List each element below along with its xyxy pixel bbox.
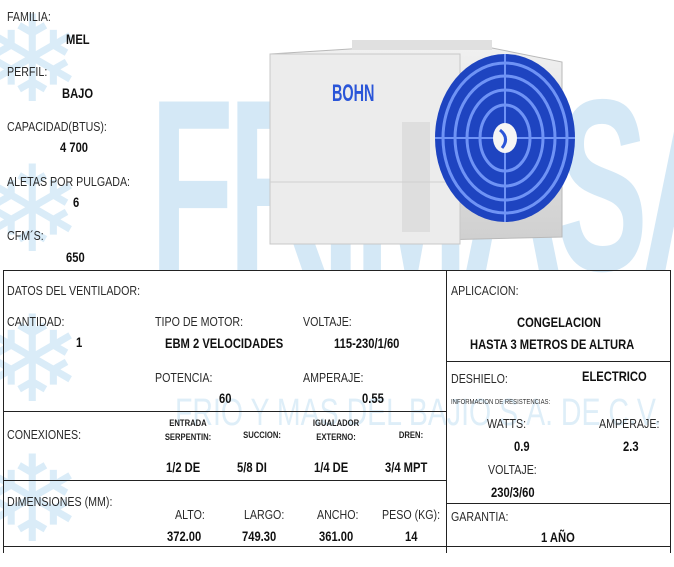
bohn-logo: BOHN [332, 80, 375, 107]
dimensiones-label: DIMENSIONES (MM): [7, 494, 113, 509]
fan-icon [435, 54, 575, 222]
motor-label: TIPO DE MOTOR: [155, 314, 244, 329]
row-divider [3, 546, 671, 547]
ventilador-amperaje-value: 0.55 [362, 390, 384, 406]
ventilador-voltaje-label: VOLTAJE: [303, 314, 352, 329]
alto-value: 372.00 [167, 528, 202, 544]
snowflake-watermark-icon: ❄ [0, 143, 83, 277]
largo-value: 749.30 [242, 528, 277, 544]
largo-label: LARGO: [244, 507, 285, 522]
deshielo-label: DESHIELO: [451, 371, 508, 386]
ventilador-amperaje-label: AMPERAJE: [303, 370, 364, 385]
deshielo-value: ELECTRICO [582, 368, 647, 384]
row-divider [446, 361, 671, 362]
deshielo-amperaje-value: 2.3 [623, 438, 639, 454]
ventilador-voltaje-value: 115-230/1/60 [334, 335, 400, 351]
cfm-label: CFM´S: [7, 228, 44, 243]
perfil-label: PERFIL: [7, 64, 48, 79]
cfm-value: 650 [66, 249, 85, 265]
watts-value: 0.9 [514, 438, 530, 454]
aletas-label: ALETAS POR PULGADA: [7, 174, 131, 189]
snowflake-watermark-icon: ❄ [0, 293, 83, 427]
succion-label: SUCCION: [243, 430, 281, 440]
ancho-label: ANCHO: [317, 507, 359, 522]
deshielo-voltaje-label: VOLTAJE: [488, 462, 537, 477]
aplicacion-line2: HASTA 3 METROS DE ALTURA [470, 336, 635, 352]
row-divider [3, 411, 447, 412]
deshielo-voltaje-value: 230/3/60 [491, 484, 535, 500]
dren-label: DREN: [398, 430, 424, 440]
snowflake-watermark-icon: ❄ [0, 433, 83, 567]
cantidad-label: CANTIDAD: [7, 314, 65, 329]
familia-value: MEL [66, 31, 90, 47]
company-watermark: FRIO Y MAS DEL BAJIO S.A. DE C.V. [175, 392, 662, 434]
motor-value: EBM 2 VELOCIDADES [165, 335, 284, 351]
alto-label: ALTO: [175, 507, 205, 522]
garantia-label: GARANTIA: [451, 509, 509, 524]
cantidad-value: 1 [76, 334, 83, 350]
peso-value: 14 [405, 528, 418, 544]
potencia-value: 60 [219, 390, 232, 406]
entrada-value: 1/2 DE [166, 459, 201, 475]
resistencias-info: INFORMACION DE RESISTENCIAS: [451, 399, 551, 406]
igualador-label: IGUALADOR EXTERNO: [312, 418, 360, 442]
capacidad-value: 4 700 [60, 139, 89, 155]
aplicacion-line1: CONGELACION [517, 314, 601, 330]
table-border-right [670, 270, 671, 553]
garantia-value: 1 AÑO [541, 529, 575, 545]
peso-label: PESO (KG): [382, 507, 441, 522]
succion-value: 5/8 DI [237, 459, 267, 475]
snowflake-watermark-icon: ❄ [0, 0, 83, 127]
perfil-value: BAJO [62, 85, 94, 101]
ancho-value: 361.00 [319, 528, 354, 544]
familia-label: FAMILIA: [7, 9, 51, 24]
row-divider [3, 480, 447, 481]
row-divider [446, 503, 671, 504]
table-border-top [3, 270, 671, 271]
capacidad-label: CAPACIDAD(BTUS): [7, 119, 107, 134]
aplicacion-label: APLICACION: [451, 283, 519, 298]
ventilador-title: DATOS DEL VENTILADOR: [7, 283, 141, 298]
igualador-value: 1/4 DE [314, 459, 349, 475]
potencia-label: POTENCIA: [155, 370, 213, 385]
watts-label: WATTS: [487, 416, 527, 431]
deshielo-amperaje-label: AMPERAJE: [599, 416, 660, 431]
entrada-label: ENTRADA SERPENTIN: [164, 418, 212, 442]
aletas-value: 6 [73, 194, 80, 210]
conexiones-label: CONEXIONES: [7, 427, 82, 442]
dren-value: 3/4 MPT [385, 459, 428, 475]
